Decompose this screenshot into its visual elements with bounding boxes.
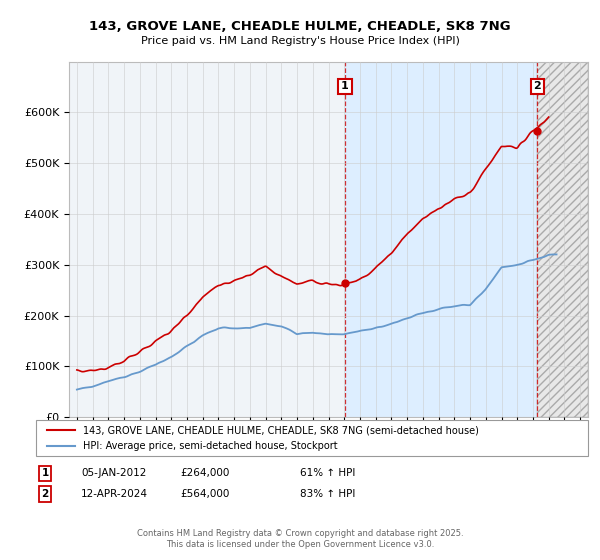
- Text: 2: 2: [41, 489, 49, 499]
- Bar: [345, 62, 538, 417]
- Text: 143, GROVE LANE, CHEADLE HULME, CHEADLE, SK8 7NG (semi-detached house): 143, GROVE LANE, CHEADLE HULME, CHEADLE,…: [83, 425, 479, 435]
- FancyBboxPatch shape: [36, 420, 588, 456]
- Text: £264,000: £264,000: [180, 468, 229, 478]
- Text: Contains HM Land Registry data © Crown copyright and database right 2025.
This d: Contains HM Land Registry data © Crown c…: [137, 529, 463, 549]
- Text: 2: 2: [533, 82, 541, 91]
- Text: 12-APR-2024: 12-APR-2024: [81, 489, 148, 499]
- Text: 1: 1: [41, 468, 49, 478]
- Polygon shape: [538, 62, 588, 417]
- Text: 143, GROVE LANE, CHEADLE HULME, CHEADLE, SK8 7NG: 143, GROVE LANE, CHEADLE HULME, CHEADLE,…: [89, 20, 511, 32]
- Text: HPI: Average price, semi-detached house, Stockport: HPI: Average price, semi-detached house,…: [83, 441, 338, 451]
- Text: Price paid vs. HM Land Registry's House Price Index (HPI): Price paid vs. HM Land Registry's House …: [140, 36, 460, 46]
- Text: 83% ↑ HPI: 83% ↑ HPI: [300, 489, 355, 499]
- Text: 61% ↑ HPI: 61% ↑ HPI: [300, 468, 355, 478]
- Text: 05-JAN-2012: 05-JAN-2012: [81, 468, 146, 478]
- Text: £564,000: £564,000: [180, 489, 229, 499]
- Text: 1: 1: [341, 82, 349, 91]
